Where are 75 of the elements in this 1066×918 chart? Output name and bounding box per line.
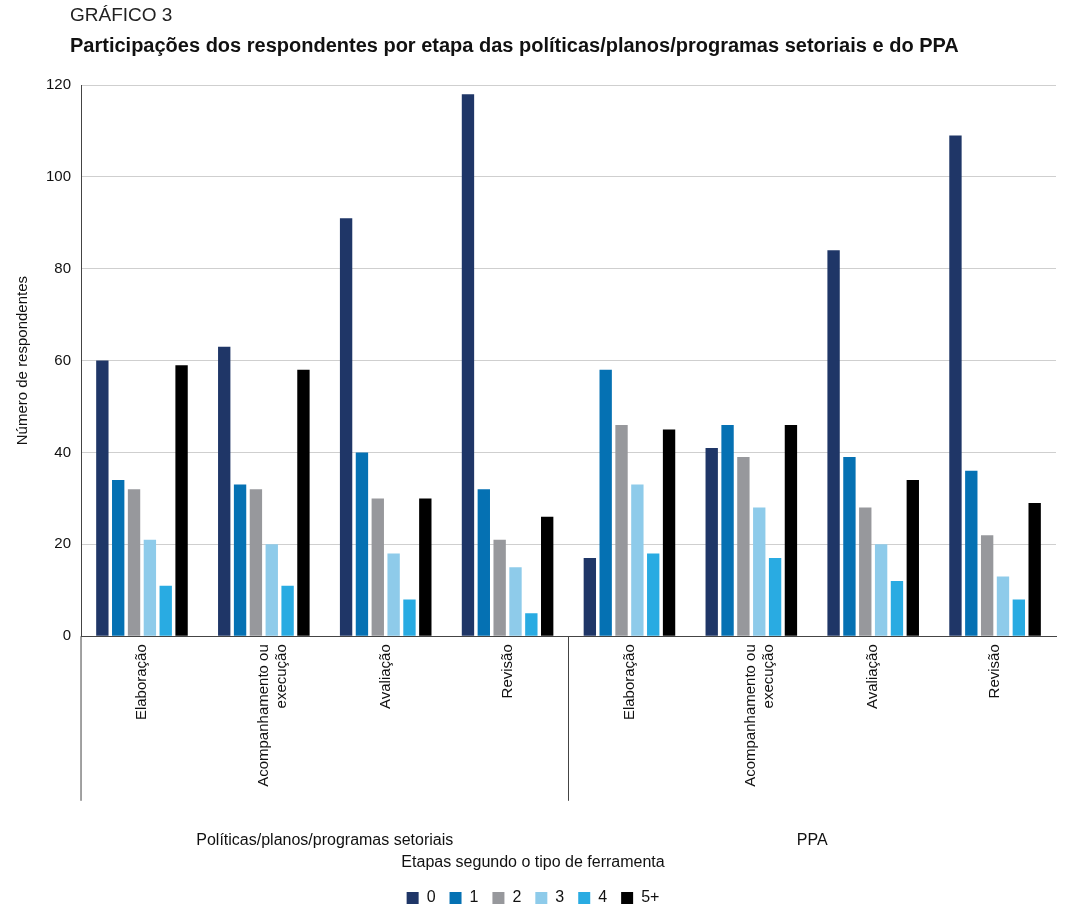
y-tick-label: 60 <box>54 350 72 368</box>
bar <box>996 576 1010 636</box>
x-tick-label: Revisão <box>497 644 515 699</box>
text: Políticas/planos/programas setoriais <box>196 831 454 849</box>
bar <box>965 470 978 636</box>
bar <box>980 535 994 636</box>
bar <box>477 489 490 636</box>
chart-title: Participações dos respondentes por etapa das políticas/planos/programas setoriais e do PPA <box>70 34 959 57</box>
x-tick-label: Acompanhamento ou execução <box>253 644 289 787</box>
legend-label: 1 <box>469 888 479 906</box>
y-tick-label: 0 <box>62 626 72 644</box>
bar <box>615 424 628 636</box>
bar <box>493 539 506 636</box>
bar <box>890 581 904 636</box>
bar <box>175 365 188 636</box>
bar <box>631 484 644 636</box>
legend-title: Etapas segundo o tipo de ferramenta <box>401 853 665 871</box>
bar <box>768 558 782 636</box>
bar <box>949 135 962 636</box>
x-tick-label: Elaboração <box>132 644 150 721</box>
bar <box>297 369 310 636</box>
bar <box>583 558 597 636</box>
bar <box>127 489 141 636</box>
bar <box>143 539 157 636</box>
y-tick-label: 120 <box>46 75 72 93</box>
y-tick-label: 20 <box>54 534 72 552</box>
bar <box>721 424 734 636</box>
bar <box>509 567 522 636</box>
bar <box>827 250 840 636</box>
legend-label: 0 <box>426 888 436 906</box>
legend-label: 5+ <box>641 888 660 906</box>
bar <box>705 447 718 636</box>
text: PPA <box>796 831 828 849</box>
y-tick-label: 40 <box>54 442 72 460</box>
bar <box>647 553 660 636</box>
legend-label: 2 <box>512 888 522 906</box>
bar <box>249 489 263 636</box>
chart-subtitle: GRÁFICO 3 <box>70 4 173 26</box>
bar <box>461 94 475 636</box>
bar <box>281 585 294 636</box>
bar <box>599 369 612 636</box>
y-tick-label: 80 <box>54 258 72 276</box>
y-tick-label: 100 <box>46 167 72 185</box>
bar <box>339 218 353 636</box>
bar <box>371 498 384 636</box>
bar <box>859 507 872 636</box>
bar <box>1012 599 1026 636</box>
bar <box>112 480 125 636</box>
bar <box>355 452 369 636</box>
bar <box>387 553 400 636</box>
bar <box>737 457 750 636</box>
bar <box>218 346 231 636</box>
legend-label: 3 <box>555 888 565 906</box>
x-tick-label: Acompanhamento ou execução <box>741 644 777 787</box>
bar <box>753 507 766 636</box>
bar <box>419 498 432 636</box>
legend-label: 4 <box>598 888 608 906</box>
bar <box>906 480 919 636</box>
bar <box>784 424 798 636</box>
y-axis-title: Número de respondentes <box>13 275 31 446</box>
bar <box>233 484 247 636</box>
x-tick-label: Revisão <box>985 644 1003 699</box>
bar <box>843 457 856 636</box>
bar <box>662 429 676 636</box>
bar <box>1028 503 1041 636</box>
x-tick-label: Avaliação <box>375 644 393 709</box>
bar <box>159 585 172 636</box>
bar <box>265 544 278 636</box>
bar <box>525 613 538 636</box>
bar <box>874 544 888 636</box>
bar <box>96 360 109 636</box>
x-tick-label: Avaliação <box>863 644 881 709</box>
x-tick-label: Elaboração <box>619 644 637 721</box>
bar <box>403 599 416 636</box>
bar <box>541 516 554 636</box>
